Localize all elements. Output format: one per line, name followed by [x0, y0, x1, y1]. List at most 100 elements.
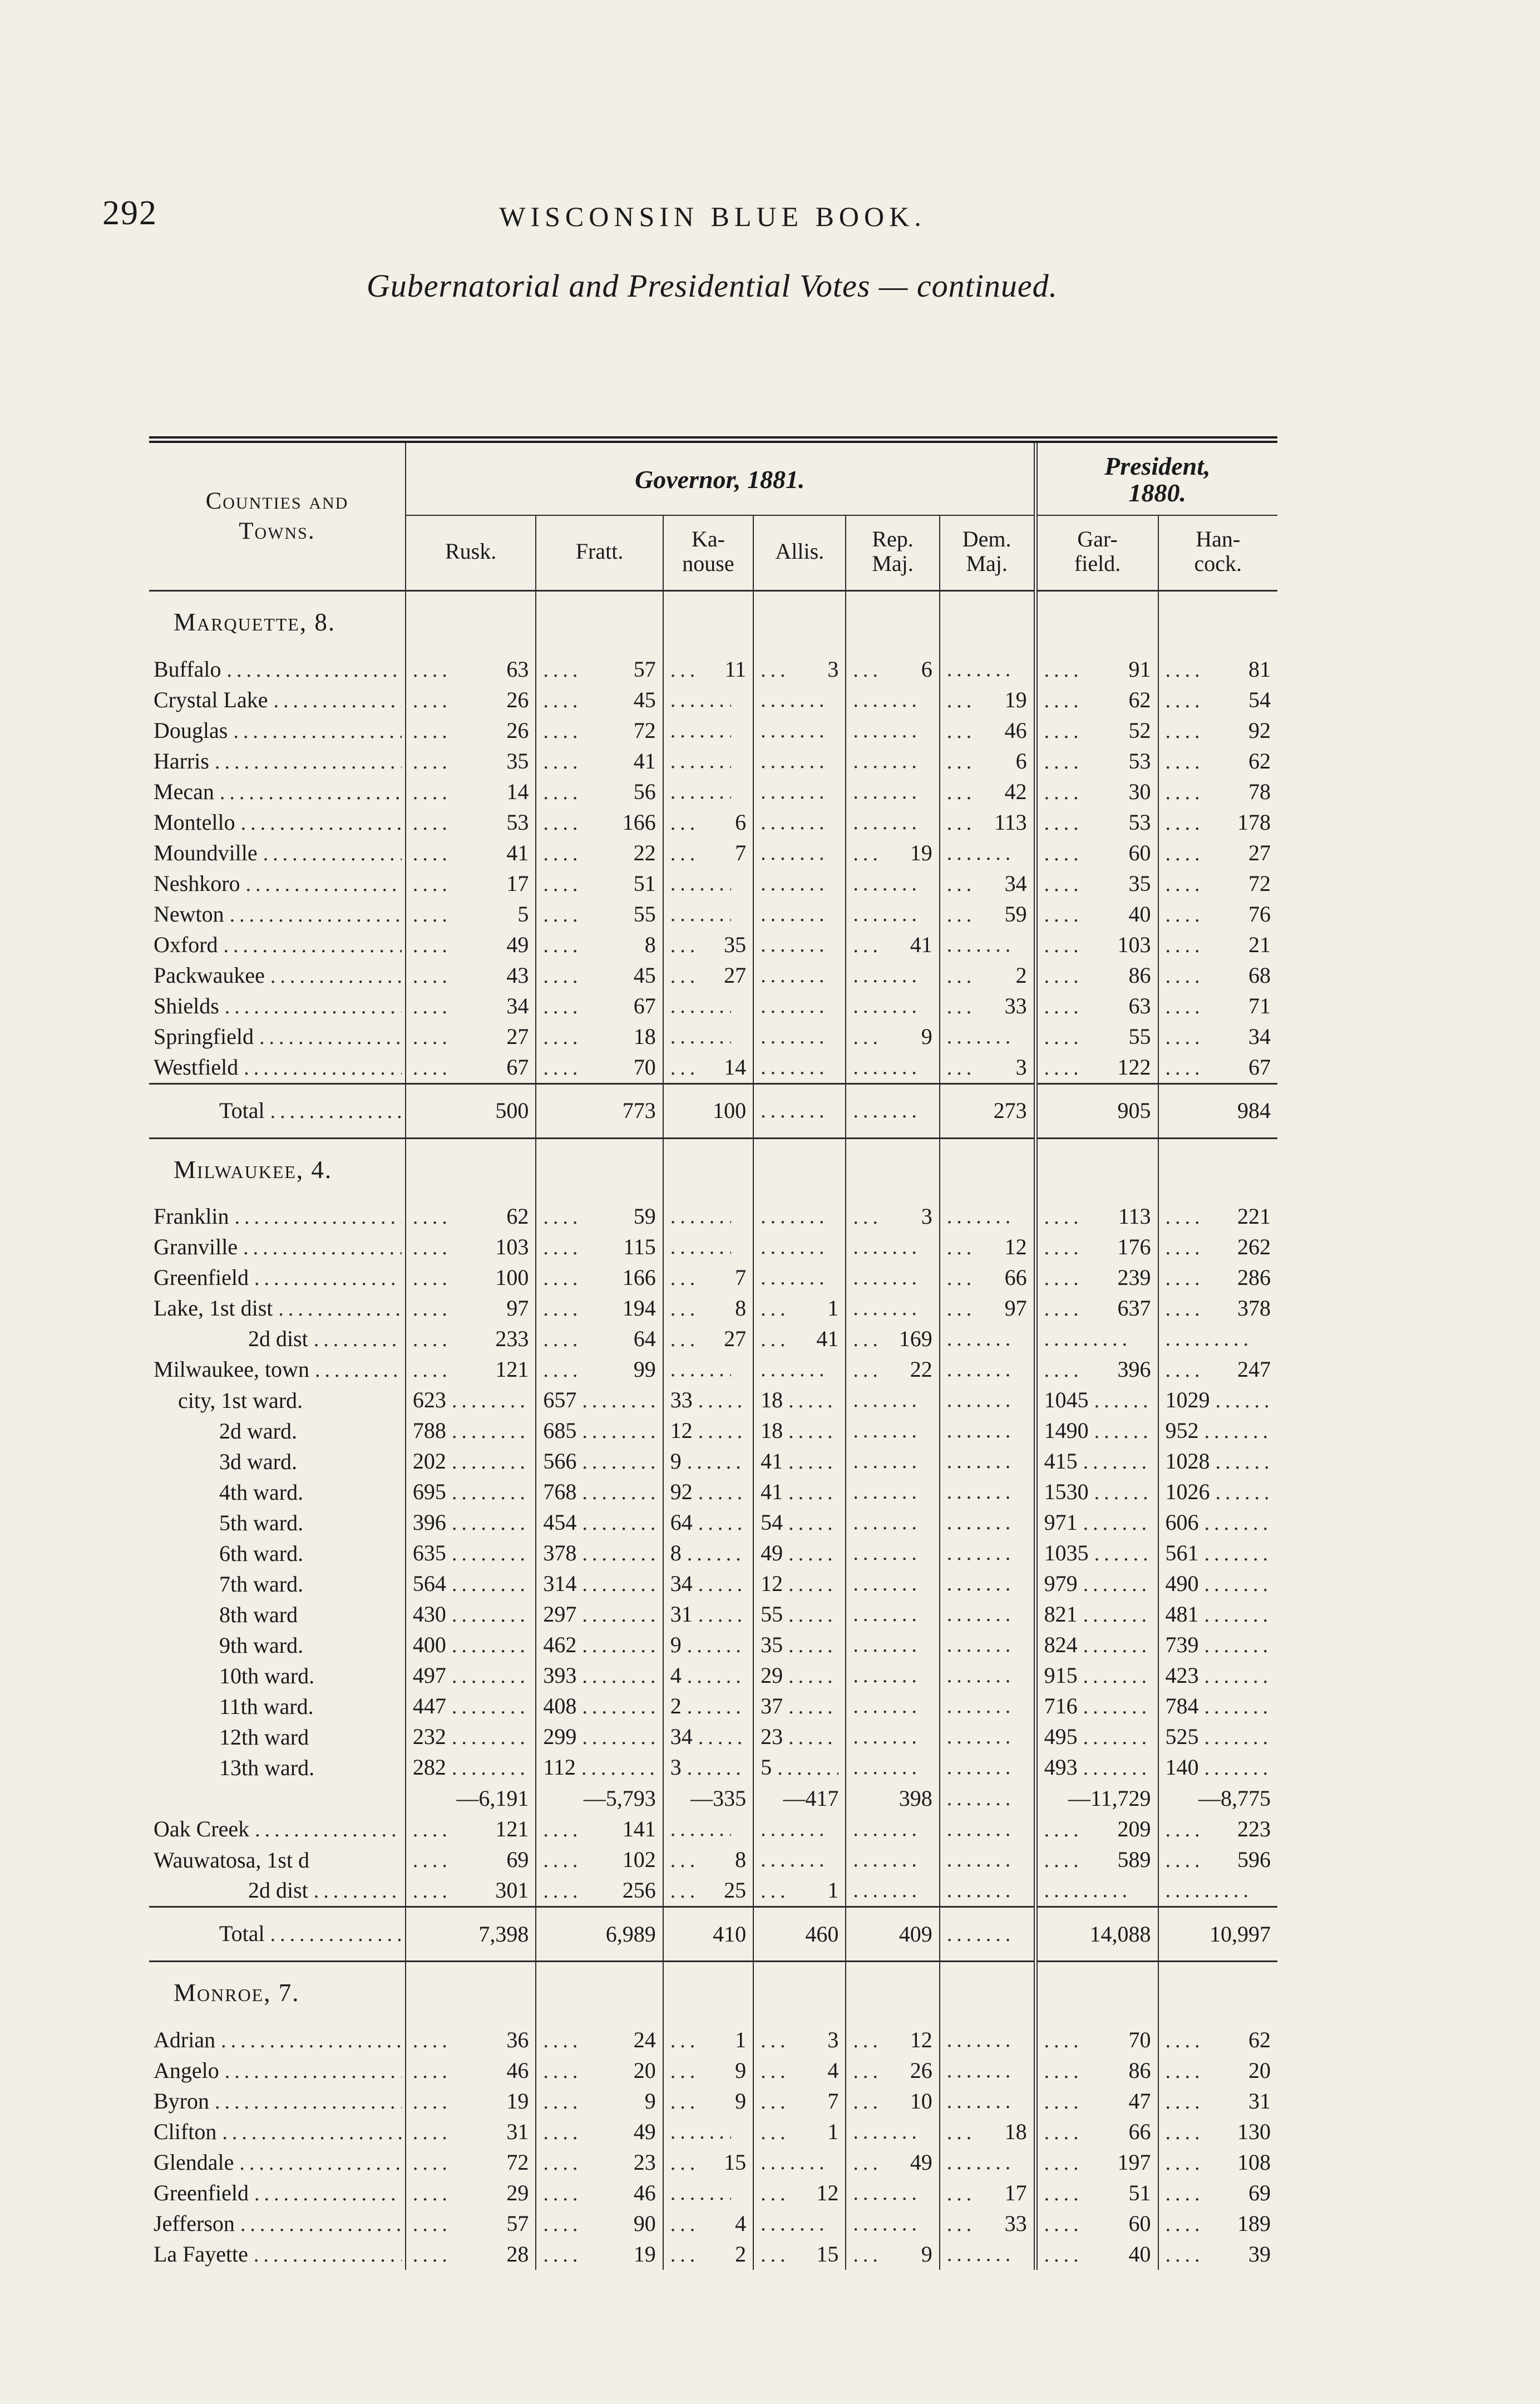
leader-dots: ........................................…: [946, 2242, 1011, 2266]
leader-dots: ........................................…: [853, 810, 916, 834]
cell-value: 17: [506, 870, 529, 896]
cell-hancock: 1029....................................…: [1157, 1385, 1277, 1416]
leader-dots: ........................................…: [254, 2181, 402, 2205]
data-row: Westfield...............................…: [149, 1052, 1277, 1084]
leader-dots: ........................................…: [1165, 2212, 1200, 2236]
cell-content: ........................................…: [1166, 1201, 1271, 1232]
cell-dem-maj: ........................................…: [939, 868, 1036, 899]
section-title-cell: Monroe, 7.: [149, 1962, 406, 2025]
leader-dots: ........................................…: [761, 2028, 786, 2052]
cell-content: ........................................…: [1044, 838, 1151, 869]
cell-allis: ........................................…: [753, 1845, 846, 1876]
town-name-line: La Fayette..............................…: [154, 2239, 402, 2270]
cell-content: 497.....................................…: [413, 1661, 529, 1691]
cell-value: 9: [735, 2088, 747, 2114]
leader-dots: ........................................…: [451, 1756, 529, 1780]
cell-allis: ........................................…: [753, 2024, 846, 2056]
cell-rusk: —6,191: [404, 1783, 536, 1815]
cell-content: ........................................…: [1166, 869, 1271, 899]
cell-value: 282: [412, 1755, 446, 1780]
cell-value: 695: [412, 1479, 446, 1505]
cell-hancock: 525.....................................…: [1157, 1722, 1277, 1753]
leader-dots: ........................................…: [1044, 1205, 1078, 1229]
cell-content: ........................................…: [670, 654, 746, 685]
leader-dots: ........................................…: [219, 780, 402, 804]
cell-hancock: ........................................…: [1157, 654, 1277, 685]
town-name-cell: Total...................................…: [149, 1906, 406, 1963]
cell-rusk: ........................................…: [404, 746, 536, 777]
cell-value: 35: [506, 748, 529, 774]
leader-dots: ........................................…: [687, 1664, 746, 1688]
leader-dots: ........................................…: [273, 688, 402, 712]
cell-value: 493: [1044, 1755, 1078, 1780]
cell-value: 784: [1165, 1693, 1199, 1719]
leader-dots: ........................................…: [698, 1726, 747, 1750]
cell-dem-maj: ........................................…: [939, 1385, 1036, 1416]
data-row: Mecan...................................…: [149, 776, 1277, 807]
cell-rep-maj: ........................................…: [845, 1599, 940, 1630]
leader-dots: ........................................…: [582, 1511, 655, 1535]
cell-allis: 35......................................…: [753, 1630, 846, 1661]
cell-hancock: ........................................…: [1157, 2208, 1277, 2239]
cell-kanouse: [662, 1138, 754, 1202]
group-header-row: Counties and Towns. Governor, 1881. Pres…: [149, 443, 1277, 592]
town-name: 3d ward.: [219, 1449, 297, 1475]
cell-content: ........................................…: [947, 2240, 1027, 2269]
cell-content: ........................................…: [947, 1447, 1027, 1476]
leader-dots: ........................................…: [853, 1664, 916, 1688]
leader-dots: ........................................…: [270, 1099, 402, 1123]
leader-dots: ........................................…: [1044, 2212, 1078, 2236]
town-name-line: Harris..................................…: [154, 746, 402, 777]
town-name-line: Neshkoro................................…: [154, 869, 402, 899]
leader-dots: ........................................…: [1165, 1205, 1200, 1229]
town-name: Total: [219, 1921, 265, 1947]
cell-content: 430.....................................…: [413, 1599, 529, 1630]
cell-garfield: ........................................…: [1033, 807, 1158, 838]
leader-dots: ........................................…: [853, 1055, 916, 1079]
leader-dots: ........................................…: [255, 1818, 402, 1842]
leader-dots: ........................................…: [412, 1205, 450, 1229]
leader-dots: ........................................…: [670, 2212, 695, 2236]
leader-dots: ........................................…: [259, 1025, 402, 1049]
cell-kanouse: —335: [662, 1783, 754, 1815]
cell-value: 447: [412, 1693, 446, 1719]
cell-value: 8: [735, 1295, 747, 1321]
leader-dots: ........................................…: [670, 1024, 731, 1048]
leader-dots: ........................................…: [1204, 1634, 1271, 1658]
cell-content: ........................................…: [413, 2239, 529, 2270]
cell-content: 400.....................................…: [413, 1630, 529, 1661]
cell-value: 37: [761, 1693, 783, 1719]
leader-dots: ........................................…: [946, 1633, 1011, 1657]
town-name-line: Packwaukee..............................…: [154, 960, 402, 991]
cell-value: —11,729: [1068, 1786, 1151, 1811]
cell-content: ........................................…: [670, 992, 746, 1021]
town-name-line: Newton..................................…: [154, 899, 402, 930]
cell-dem-maj: ........................................…: [939, 1324, 1036, 1355]
cell-allis: 23......................................…: [753, 1722, 846, 1753]
leader-dots: ........................................…: [687, 1542, 746, 1566]
cell-value: 566: [543, 1449, 577, 1474]
leader-dots: ........................................…: [582, 1389, 655, 1413]
cell-value: 166: [622, 1265, 656, 1290]
town-name-cell: 12th ward: [149, 1722, 406, 1752]
cell-hancock: ........................................…: [1157, 715, 1277, 746]
total-row: Total...................................…: [149, 1906, 1277, 1963]
cell-content: ........................................…: [413, 746, 529, 777]
cell-value: 26: [506, 687, 529, 712]
cell-content: ........................................…: [1044, 2086, 1151, 2117]
cell-content: ........................................…: [1166, 1324, 1271, 1354]
leader-dots: ........................................…: [761, 2181, 786, 2205]
cell-value: 52: [1128, 717, 1151, 743]
cell-dem-maj: ........................................…: [939, 1416, 1036, 1447]
town-name: Newton: [154, 901, 224, 927]
town-name: Angelo: [154, 2057, 219, 2083]
leader-dots: ........................................…: [946, 811, 973, 835]
leader-dots: ........................................…: [946, 1297, 973, 1321]
cell-fratt: ........................................…: [535, 1814, 663, 1845]
leader-dots: ........................................…: [853, 1205, 878, 1229]
leader-dots: ........................................…: [670, 2181, 731, 2205]
leader-dots: ........................................…: [243, 1236, 402, 1260]
cell-value: 54: [761, 1510, 783, 1535]
leader-dots: ........................................…: [412, 2181, 450, 2205]
cell-content: 952.....................................…: [1166, 1416, 1271, 1446]
